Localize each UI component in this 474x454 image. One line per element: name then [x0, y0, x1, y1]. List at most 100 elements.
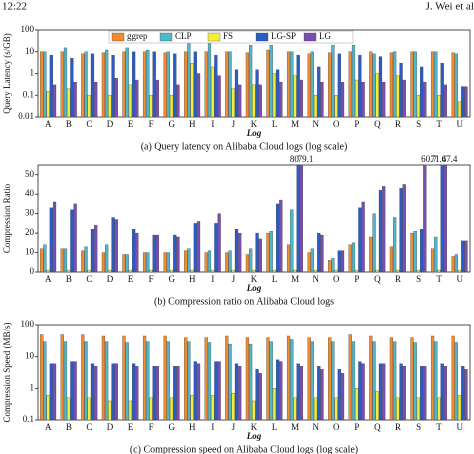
x-tick-label: R [395, 274, 401, 284]
bar [249, 248, 253, 272]
bar [60, 248, 64, 272]
bar [184, 250, 188, 272]
bar [84, 51, 88, 117]
bar [255, 232, 259, 272]
bar [128, 84, 133, 117]
x-axis-label: Log [246, 283, 262, 293]
bar [125, 342, 129, 420]
bar [63, 47, 68, 117]
bar [40, 248, 44, 272]
bar [173, 53, 177, 117]
bar [166, 252, 170, 272]
bar [176, 366, 180, 420]
x-tick-label: H [189, 119, 196, 129]
x-tick-label: Q [374, 274, 381, 284]
bar [464, 240, 468, 272]
bar [375, 269, 379, 272]
bar [84, 246, 88, 272]
bar [437, 397, 441, 420]
bar [464, 369, 468, 420]
bar [63, 248, 68, 272]
legend-label: LG-SP [271, 31, 296, 41]
bar [204, 51, 208, 117]
bar [70, 361, 74, 420]
bar [372, 53, 376, 117]
bar [217, 361, 221, 420]
bar [73, 361, 77, 420]
bar [152, 366, 156, 420]
x-tick-label: S [416, 274, 421, 284]
bar [299, 165, 303, 272]
bar [163, 252, 167, 272]
bar [111, 363, 115, 420]
bar [225, 252, 229, 272]
bar [190, 62, 194, 117]
bar [234, 363, 239, 420]
x-tick-label: G [168, 274, 175, 284]
bar [272, 388, 277, 420]
bar [149, 397, 153, 420]
bar [420, 366, 424, 420]
bar [211, 269, 215, 272]
bar [290, 209, 294, 272]
y-tick-label: 10 [25, 247, 35, 257]
bar [375, 73, 379, 117]
bar [228, 250, 232, 272]
bar [196, 73, 201, 117]
bar [293, 75, 297, 117]
bar [49, 207, 53, 272]
bar [94, 366, 98, 420]
x-tick-label: I [211, 119, 214, 129]
bar [135, 79, 139, 117]
legend-label: CLP [175, 31, 192, 41]
bar [225, 51, 229, 117]
bar [149, 269, 153, 272]
bar [132, 51, 136, 117]
x-tick-label: N [312, 119, 319, 129]
bar [358, 207, 362, 272]
bar [217, 213, 221, 272]
bar [105, 244, 109, 272]
bar [420, 229, 424, 272]
x-tick-label: P [354, 274, 359, 284]
y-tick-label: 100 [21, 24, 35, 34]
bars [40, 41, 468, 117]
y-tick-label: 1 [30, 68, 35, 78]
bar [40, 51, 44, 117]
bar [252, 84, 256, 117]
bar [310, 248, 314, 272]
value-label: 60.7 [421, 154, 437, 164]
bar [423, 366, 427, 420]
bar [84, 341, 88, 420]
bar [70, 58, 74, 117]
bar [52, 201, 57, 272]
bar [60, 334, 64, 420]
bar [420, 66, 424, 117]
bar [204, 252, 208, 272]
bar [255, 369, 259, 420]
bar [307, 337, 311, 420]
bar [122, 254, 126, 272]
x-tick-label: R [395, 422, 401, 432]
bar [410, 232, 414, 272]
bar [114, 78, 118, 117]
bar [114, 219, 118, 272]
value-label: 71.4 [430, 154, 446, 164]
bar [49, 54, 53, 117]
bar [63, 341, 68, 420]
bar [90, 363, 95, 420]
bar [252, 269, 256, 272]
legend-swatch [303, 32, 317, 42]
y-axis-label: Compression Speed (MB/s) [2, 322, 12, 422]
bar [389, 52, 394, 117]
bar [276, 359, 280, 420]
bar [101, 335, 106, 420]
x-tick-label: B [66, 119, 72, 129]
bar [451, 335, 455, 420]
bar [101, 252, 106, 272]
bar [67, 88, 71, 117]
bar [122, 335, 126, 420]
bar [70, 209, 74, 272]
bar [49, 363, 53, 420]
x-tick-label: T [436, 119, 442, 129]
